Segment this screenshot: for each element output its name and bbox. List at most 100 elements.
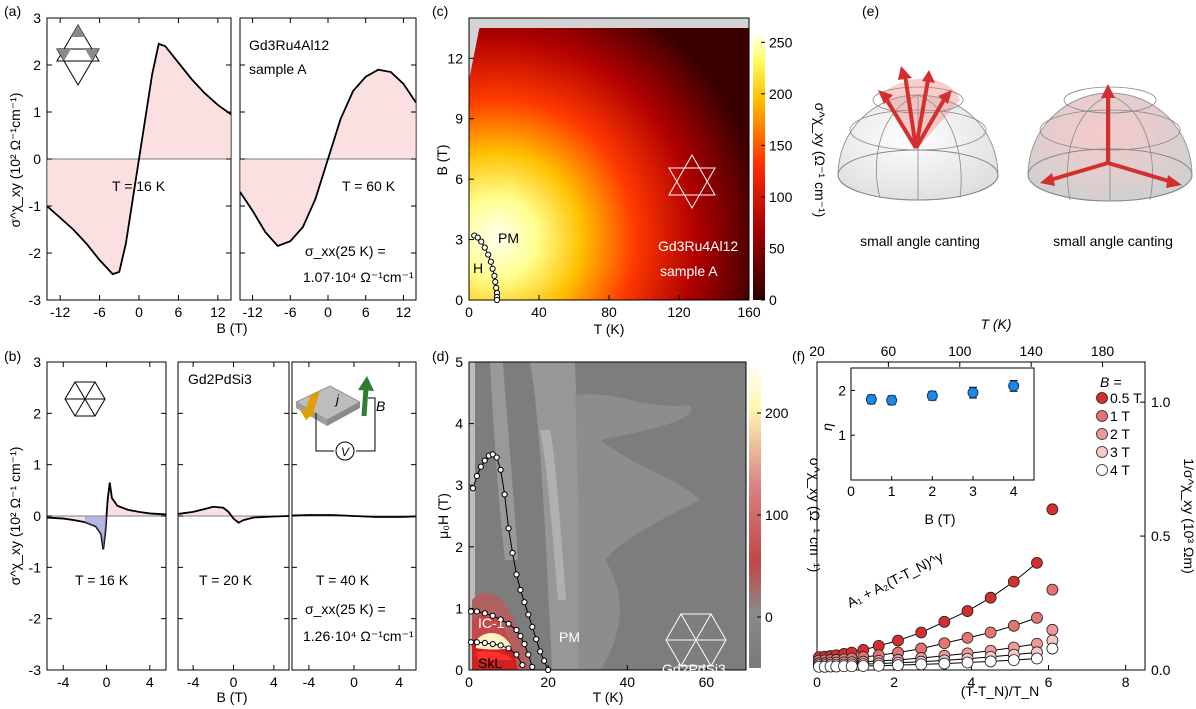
boundary-point-d-ic1	[489, 612, 496, 619]
material-label-c: Gd3Ru4Al12	[658, 238, 738, 254]
data-point-0	[961, 605, 974, 617]
inset-data-point	[886, 394, 898, 406]
panel-d: (d) 0 20 40 60 0 1 2 3 4 5 IC-1 SkL IC-2 PM Gd2Pd…	[432, 348, 823, 705]
temperature-label-a2: T = 60 K	[342, 178, 396, 194]
boundary-point-d-ic1	[521, 641, 528, 648]
legend-marker-3	[1096, 446, 1108, 458]
legend-label-4: 4 T	[1110, 462, 1130, 478]
x-tick-label-f: 0	[813, 674, 821, 690]
xlabel-d: T (K)	[593, 689, 624, 705]
spin-canting-dome-1	[837, 66, 999, 201]
temperature-label-b2: T = 20 K	[199, 572, 253, 588]
data-curve-a2	[240, 68, 416, 248]
boundary-point-d-upper	[541, 657, 548, 664]
boundary-point-d-ic2	[473, 639, 481, 646]
colorbar-tick-label-d: 0	[765, 609, 773, 625]
note-line1-a: σ_xx(25 K) =	[305, 243, 386, 259]
phase-label-ic1-d: IC-1	[478, 615, 505, 631]
panel-b: (b) -4 0 4 -3 -2 -1 0 1 2 3 -4 0 4 -4 0 4 T = 16 K T = …	[4, 348, 417, 705]
inset-data-point	[926, 390, 938, 402]
x-tick-label-b3: 0	[350, 674, 358, 690]
curve-fill-b2	[178, 506, 289, 523]
legend-label-1: 1 T	[1110, 408, 1130, 424]
heatmap-d	[469, 362, 746, 670]
y-tick-label-c: 12	[447, 50, 463, 66]
panel-c: (c) 0 40 80 120 160 0 3 6 9 12 PM H Gd3Ru4Al12 sa…	[432, 3, 828, 337]
y-tick-label-a1: 0	[33, 151, 41, 167]
boundary-point-d-upper	[545, 666, 552, 674]
ylabel-d: μ₀H (T)	[435, 493, 451, 539]
x-tick-label-a1: -12	[50, 304, 70, 320]
boundary-point-d-upper	[501, 491, 508, 498]
data-point-4	[984, 655, 997, 668]
x-tick-label-c: 0	[465, 304, 473, 320]
boundary-point-d-upper	[505, 525, 512, 532]
data-point-0	[892, 634, 904, 647]
sample-label-a: sample A	[249, 61, 307, 77]
boundary-point-d-ic2	[489, 641, 496, 648]
xlabel-f: (T-T_N)/T_N	[961, 683, 1040, 699]
data-point-4	[872, 659, 885, 672]
material-label-d: Gd2PdSi3	[662, 661, 726, 677]
y-tick-label-a1: -2	[29, 245, 42, 261]
inset-data-point	[865, 393, 877, 405]
y-tick-label-d: 3	[455, 477, 463, 493]
boundary-point-d-upper	[533, 636, 540, 643]
legend-marker-1	[1096, 410, 1108, 422]
panel-label-a: (a)	[4, 3, 21, 19]
triangular-lattice-icon	[64, 381, 106, 417]
y-tick-label-f: 0.5	[1151, 528, 1171, 544]
phase-label-pm-c: PM	[498, 230, 519, 246]
data-curve-b3	[292, 514, 416, 518]
y-tick-label-b1: -1	[29, 559, 42, 575]
data-point-4	[938, 657, 951, 670]
x-tick-label-a2: -6	[284, 304, 297, 320]
colorbar-label-c: σ^χ_xy (Ω⁻¹ cm⁻¹)	[812, 103, 828, 218]
x-tick-label-b3: -4	[303, 674, 316, 690]
boundary-point-d-ic2	[467, 639, 475, 646]
inset-xlabel-f: B (T)	[924, 511, 955, 527]
x-tick-label-b3: 4	[395, 674, 403, 690]
temperature-label-b3: T = 40 K	[316, 572, 370, 588]
y-tick-label-a1: 2	[33, 57, 41, 73]
boundary-point-c	[478, 238, 485, 245]
x-tick-label-c: 120	[667, 304, 691, 320]
boundary-point-d-ic2	[519, 661, 526, 669]
inset-y-tick-label: 1	[838, 427, 846, 443]
y-tick-label-d: 4	[455, 416, 463, 432]
inset-x-tick-label: 4	[1010, 483, 1018, 499]
panel-e: (e) small angle canting	[837, 3, 1193, 249]
boundary-point-d-ic1	[481, 610, 488, 617]
data-point-4	[892, 659, 904, 672]
negative-lobe-fill	[84, 516, 107, 550]
data-point-4	[1031, 652, 1043, 665]
data-point-2	[1046, 623, 1059, 636]
panel-label-e: (e)	[862, 3, 879, 19]
x-tick-label-a1: -6	[93, 304, 106, 320]
x-tick-label-d: 40	[619, 674, 635, 690]
x-tick-label-c: 80	[601, 304, 617, 320]
field-label: B	[376, 398, 385, 414]
inset-data-point	[967, 387, 979, 399]
data-curve-b2	[178, 505, 289, 524]
voltage-label: V	[341, 445, 350, 459]
legend-title-f: B =	[1100, 374, 1121, 390]
boundary-point-c	[485, 251, 492, 258]
x-tick-label-a2: -12	[242, 304, 262, 320]
colorbar-d	[749, 362, 761, 668]
data-point-0	[915, 626, 928, 639]
boundary-point-d-upper	[489, 451, 496, 458]
phase-label-ic2-d: IC-2	[487, 678, 514, 694]
inset-x-tick-label: 2	[928, 483, 936, 499]
boundary-point-d-ic1	[467, 608, 475, 615]
boundary-point-d-ic2	[505, 645, 512, 652]
panel-label-c: (c)	[432, 3, 448, 19]
colorbar-tick-label-c: 150	[769, 137, 793, 153]
heatmap-c	[469, 18, 749, 300]
colorbar-tick-label-d: 200	[765, 405, 789, 421]
note-line2-a: 1.07·10⁴ Ω⁻¹cm⁻¹	[303, 269, 414, 285]
panel-label-f: (f)	[792, 348, 805, 364]
boundary-point-d-upper	[473, 472, 481, 480]
data-point-4	[857, 660, 870, 672]
